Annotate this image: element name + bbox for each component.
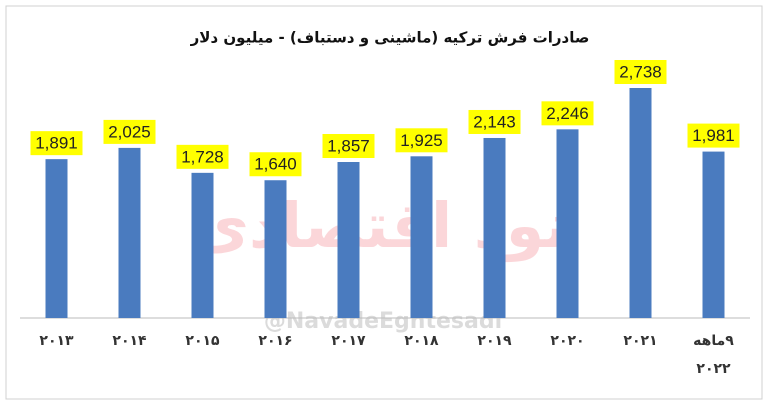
bar	[118, 147, 141, 318]
bar	[45, 159, 68, 318]
value-label-bg	[541, 101, 594, 126]
value-label: 2,025	[108, 122, 151, 141]
value-label: 2,246	[546, 104, 589, 123]
value-label: 1,857	[327, 136, 370, 155]
watermark-handle: @NavadeEghtesadi	[264, 309, 502, 334]
value-label: 1,640	[254, 155, 297, 174]
value-label: 1,728	[181, 147, 224, 166]
watermark: نود اقتصادی	[192, 189, 568, 262]
chart-title: صادرات فرش ترکیه (ماشینی و دستباف) - میل…	[190, 29, 590, 47]
bar	[337, 162, 360, 318]
value-label: 1,891	[35, 134, 78, 153]
value-label-bg	[395, 128, 448, 153]
value-label: 2,143	[473, 112, 516, 131]
x-tick-label-line: ۹ماهه	[693, 333, 734, 349]
x-tick-label: ۲۰۱۹	[477, 333, 512, 349]
value-label: 1,925	[400, 131, 443, 150]
value-label-bg	[103, 119, 156, 144]
bar	[264, 180, 287, 318]
bar	[556, 129, 579, 318]
value-label: 1,981	[692, 126, 735, 145]
x-tick-label: ۲۰۱۶	[258, 333, 292, 349]
x-tick-label: ۲۰۱۷	[331, 333, 366, 349]
x-tick-label: ۲۰۲۱	[623, 333, 657, 349]
x-tick-label: ۲۰۱۴	[112, 333, 147, 349]
bar	[483, 137, 506, 318]
value-label: 2,738	[619, 62, 662, 81]
value-label-bg	[249, 152, 302, 177]
bar	[191, 172, 214, 318]
value-label-bg	[30, 131, 83, 156]
x-tick-label: ۹ماهه ۲۰۲۲	[693, 333, 734, 377]
x-tick-label: ۲۰۲۰	[550, 333, 584, 349]
bar	[629, 88, 652, 318]
value-label-bg	[322, 134, 375, 159]
value-label-bg	[468, 109, 521, 134]
bar	[702, 151, 725, 318]
value-label-bg	[614, 60, 667, 84]
value-label-bg	[687, 123, 740, 148]
bar	[410, 156, 433, 318]
x-tick-label: ۲۰۱۵	[185, 333, 220, 349]
x-tick-label-line: ۲۰۲۲	[696, 361, 731, 377]
x-tick-label: ۲۰۱۸	[404, 333, 439, 349]
x-tick-label: ۲۰۱۳	[39, 333, 74, 349]
value-label-bg	[176, 144, 229, 169]
